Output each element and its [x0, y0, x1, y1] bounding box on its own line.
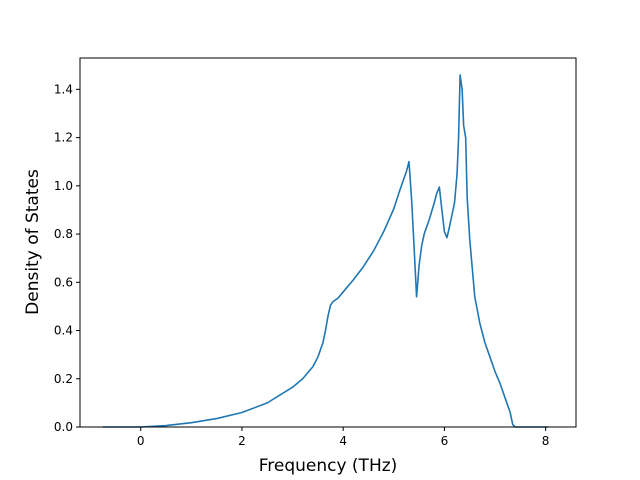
y-tick-label: 0.4 — [54, 324, 73, 338]
axes-frame — [79, 57, 577, 428]
x-tick-label: 0 — [137, 434, 145, 448]
x-tick-label: 8 — [542, 434, 550, 448]
plot-area — [79, 57, 577, 428]
x-tick-label: 4 — [339, 434, 347, 448]
y-tick-label: 0.6 — [54, 275, 73, 289]
y-tick-label: 1.4 — [54, 82, 73, 96]
y-tick-label: 1.0 — [54, 179, 73, 193]
y-axis-ticks: 0.0 0.2 0.4 0.6 0.8 1.0 1.2 1.4 — [54, 82, 80, 434]
y-axis-label: Density of States — [23, 169, 43, 315]
y-tick-label: 1.2 — [54, 131, 73, 145]
x-tick-label: 6 — [441, 434, 449, 448]
x-axis-ticks: 0 2 4 6 8 — [137, 427, 550, 448]
y-tick-label: 0.2 — [54, 372, 73, 386]
x-tick-label: 2 — [238, 434, 246, 448]
y-tick-label: 0.0 — [54, 420, 73, 434]
y-tick-label: 0.8 — [54, 227, 73, 241]
x-axis-label: Frequency (THz) — [259, 456, 398, 476]
series-line-1 — [102, 74, 549, 428]
